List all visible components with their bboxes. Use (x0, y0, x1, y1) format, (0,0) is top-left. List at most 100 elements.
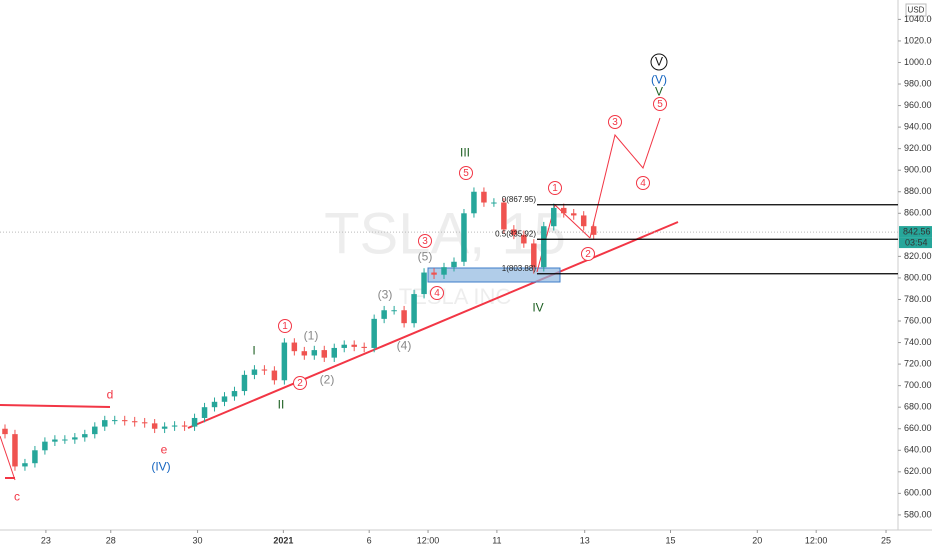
candle-body (471, 191, 477, 214)
currency: USD (908, 6, 925, 15)
y-tick-label: 1000.00 (904, 57, 932, 67)
candle-body (421, 272, 427, 295)
candle-body (231, 391, 238, 397)
wave-label: II (278, 398, 285, 412)
candle-body (221, 396, 228, 402)
candle-body (301, 351, 308, 356)
candle-body (201, 407, 208, 418)
watermark-symbol: TSLA, 15 (324, 201, 566, 266)
wave-circle (650, 53, 668, 71)
wave-label: 3 (422, 236, 428, 247)
candle-body (521, 234, 527, 244)
y-tick-label: 1020.00 (904, 35, 932, 45)
x-tick-label: 28 (106, 535, 116, 545)
candle-body (211, 401, 218, 408)
wave-label: 2 (297, 378, 303, 389)
wave-circle (293, 376, 307, 390)
candle-body (481, 191, 487, 203)
candle-body (191, 417, 198, 427)
watermark-name: TESLA INC (399, 284, 512, 309)
candle-body (590, 226, 597, 235)
x-tick-label: 20 (752, 535, 762, 545)
candle-body (141, 422, 148, 424)
candle-body (551, 207, 557, 227)
candle-body (52, 439, 58, 442)
wave-label: V (655, 85, 663, 99)
x-tick-label: 30 (193, 535, 203, 545)
last-price: 842.56 (903, 226, 931, 236)
wave-label: 1 (282, 321, 288, 332)
y-tick-label: 780.00 (904, 294, 932, 304)
projection-path (589, 117, 661, 239)
x-tick-label: 15 (665, 535, 675, 545)
candle-body (22, 463, 28, 467)
wave-label: (V) (651, 73, 667, 87)
y-tick-label: 720.00 (904, 358, 932, 368)
candle-body (411, 294, 417, 324)
y-tick-label: 640.00 (904, 445, 932, 455)
x-tick-label: 11 (492, 535, 501, 545)
candle-body (491, 202, 497, 204)
candle-body (251, 369, 258, 375)
last-price-box (899, 226, 932, 238)
y-tick-label: 860.00 (904, 208, 932, 218)
y-tick-label: 760.00 (904, 315, 932, 325)
candle-body (401, 310, 407, 324)
candle-body (511, 229, 517, 235)
wave-circle (430, 286, 444, 300)
candle-body (92, 426, 98, 435)
x-tick-label: 6 (367, 535, 372, 545)
wave-label: e (161, 443, 168, 457)
y-tick-label: 700.00 (904, 380, 932, 390)
trend-line (0, 435, 16, 481)
y-tick-label: 680.00 (904, 402, 932, 412)
candle-body (331, 347, 337, 358)
candle-body (2, 428, 8, 435)
x-tick-label: 13 (580, 535, 590, 545)
wave-label: 4 (640, 178, 646, 189)
wave-circle (548, 181, 562, 195)
candle-body (570, 213, 577, 216)
candle-body (580, 215, 587, 227)
y-tick-label: 920.00 (904, 143, 932, 153)
candle-body (131, 421, 138, 423)
candle-body (341, 344, 347, 348)
candle-body (561, 207, 567, 214)
candle-body (381, 310, 387, 319)
wave-circle (418, 234, 432, 248)
y-tick-label: 980.00 (904, 78, 932, 88)
wave-label: c (14, 490, 20, 504)
y-tick-label: 960.00 (904, 100, 932, 110)
wave-label: (5) (418, 250, 433, 264)
wave-label: (IV) (151, 460, 170, 474)
candle-body (291, 342, 298, 352)
wave-label: 2 (585, 249, 591, 260)
wave-label: 5 (657, 99, 663, 110)
candle-body (241, 374, 248, 392)
demand-zone (427, 267, 561, 283)
x-tick-label: 12:00 (417, 535, 440, 545)
candle-body (42, 441, 48, 451)
y-tick-label: 800.00 (904, 272, 932, 282)
candle-body (261, 369, 268, 371)
fib-label: 0.5(835.92) (495, 229, 536, 238)
candle-body (541, 226, 547, 268)
candle-body (151, 423, 158, 429)
wave-label: d (107, 388, 114, 402)
currency-box (905, 3, 927, 17)
candle-body (441, 267, 447, 275)
wave-circle (608, 115, 622, 129)
candle-body (391, 310, 397, 312)
candle-body (102, 420, 108, 427)
x-tick-label: 25 (881, 535, 891, 545)
wave-label: I (252, 344, 255, 358)
wave-label: 5 (463, 168, 469, 179)
candle-body (271, 370, 278, 381)
candle-body (371, 318, 377, 348)
wave-label: (2) (320, 373, 335, 387)
candle-body (311, 350, 318, 356)
y-tick-label: 740.00 (904, 337, 932, 347)
candle-body (72, 437, 78, 440)
candle-body (181, 425, 188, 427)
